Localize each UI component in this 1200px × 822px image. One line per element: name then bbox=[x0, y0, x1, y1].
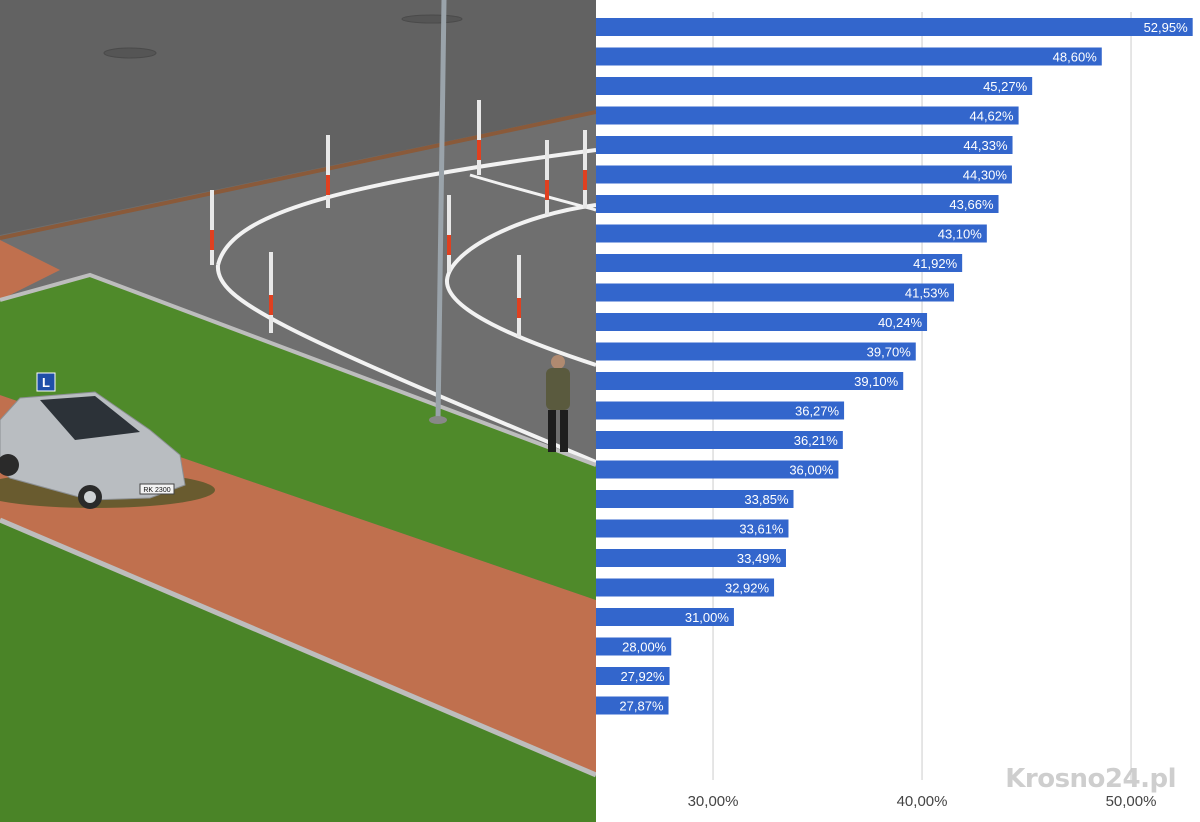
bar-value-label: 41,53% bbox=[905, 286, 950, 301]
bar-value-label: 36,21% bbox=[794, 433, 839, 448]
bar bbox=[596, 549, 786, 567]
bars: 52,95% 48,60% 45,27% 44,62% 44,33% 44,30% 43,6… bbox=[596, 18, 1193, 715]
track-marking bbox=[216, 148, 596, 266]
bar bbox=[596, 637, 672, 656]
driving-school-photo: RK 2300 L bbox=[0, 0, 596, 822]
manhole-cover bbox=[401, 14, 463, 24]
bar bbox=[596, 431, 843, 449]
bar bbox=[596, 342, 916, 361]
learner-sign-letter: L bbox=[42, 375, 50, 390]
bar bbox=[596, 578, 775, 597]
bar bbox=[596, 460, 839, 479]
bar bbox=[596, 313, 928, 331]
x-tick-label: 30,00% bbox=[688, 793, 739, 810]
bar bbox=[596, 136, 1013, 154]
bar bbox=[596, 47, 1102, 66]
bar bbox=[596, 667, 670, 685]
bar bbox=[596, 77, 1033, 95]
x-tick-label: 50,00% bbox=[1106, 793, 1157, 810]
bar bbox=[596, 490, 794, 508]
bar bbox=[596, 254, 963, 272]
driving-school-car: RK 2300 L bbox=[0, 372, 215, 509]
bar-value-label: 44,30% bbox=[963, 168, 1008, 183]
bar-value-label: 48,60% bbox=[1053, 50, 1098, 65]
horizontal-bar-chart: 52,95% 48,60% 45,27% 44,62% 44,33% 44,30% 43,6… bbox=[596, 12, 1193, 810]
brick-path-top bbox=[0, 240, 60, 300]
bar-value-label: 45,27% bbox=[983, 79, 1028, 94]
bar-value-label: 36,27% bbox=[795, 404, 840, 419]
bar-value-label: 52,95% bbox=[1144, 20, 1189, 35]
bar bbox=[596, 106, 1019, 125]
grass bbox=[0, 520, 596, 822]
watermark-logo: Krosno24.pl bbox=[1005, 764, 1176, 794]
bar bbox=[596, 608, 734, 626]
bar bbox=[596, 224, 987, 243]
bar-value-label: 27,92% bbox=[620, 669, 665, 684]
bar-value-label: 32,92% bbox=[725, 581, 770, 596]
bar-value-label: 40,24% bbox=[878, 315, 923, 330]
bar-value-label: 33,49% bbox=[737, 551, 782, 566]
bar-value-label: 28,00% bbox=[622, 640, 667, 655]
bar-value-label: 39,70% bbox=[867, 345, 912, 360]
bar bbox=[596, 195, 999, 213]
bar-value-label: 39,10% bbox=[854, 374, 899, 389]
bar bbox=[596, 519, 789, 538]
bar-value-label: 27,87% bbox=[619, 699, 664, 714]
bar-value-label: 44,62% bbox=[969, 109, 1014, 124]
manhole-cover bbox=[103, 47, 157, 59]
license-plate: RK 2300 bbox=[143, 487, 170, 494]
bar bbox=[596, 165, 1012, 184]
traffic-poles bbox=[210, 100, 587, 337]
instructor-figure bbox=[546, 355, 570, 452]
bar-value-label: 44,33% bbox=[963, 138, 1008, 153]
bar-value-label: 36,00% bbox=[789, 463, 834, 478]
grid-lines bbox=[712, 12, 1132, 780]
bar-value-label: 33,85% bbox=[744, 492, 789, 507]
lamp-post bbox=[435, 0, 447, 421]
track-marking bbox=[444, 203, 596, 367]
bar bbox=[596, 401, 845, 420]
lane-line bbox=[0, 110, 596, 240]
curb bbox=[0, 517, 596, 778]
bar bbox=[596, 696, 669, 715]
bar-value-label: 43,66% bbox=[949, 197, 994, 212]
bar-value-label: 33,61% bbox=[739, 522, 784, 537]
curb bbox=[0, 272, 596, 467]
x-axis-ticks: 30,00% 40,00% 50,00% bbox=[688, 793, 1157, 810]
bar bbox=[596, 18, 1193, 36]
asphalt-upper bbox=[0, 0, 596, 235]
bar-value-label: 31,00% bbox=[685, 610, 730, 625]
bar bbox=[596, 283, 955, 302]
grass bbox=[0, 275, 596, 600]
x-tick-label: 40,00% bbox=[897, 793, 948, 810]
bar bbox=[596, 372, 904, 390]
bar-value-label: 43,10% bbox=[938, 227, 983, 242]
lamp-post-base bbox=[429, 416, 447, 424]
bar-value-label: 41,92% bbox=[913, 256, 958, 271]
track-marking bbox=[215, 264, 596, 464]
